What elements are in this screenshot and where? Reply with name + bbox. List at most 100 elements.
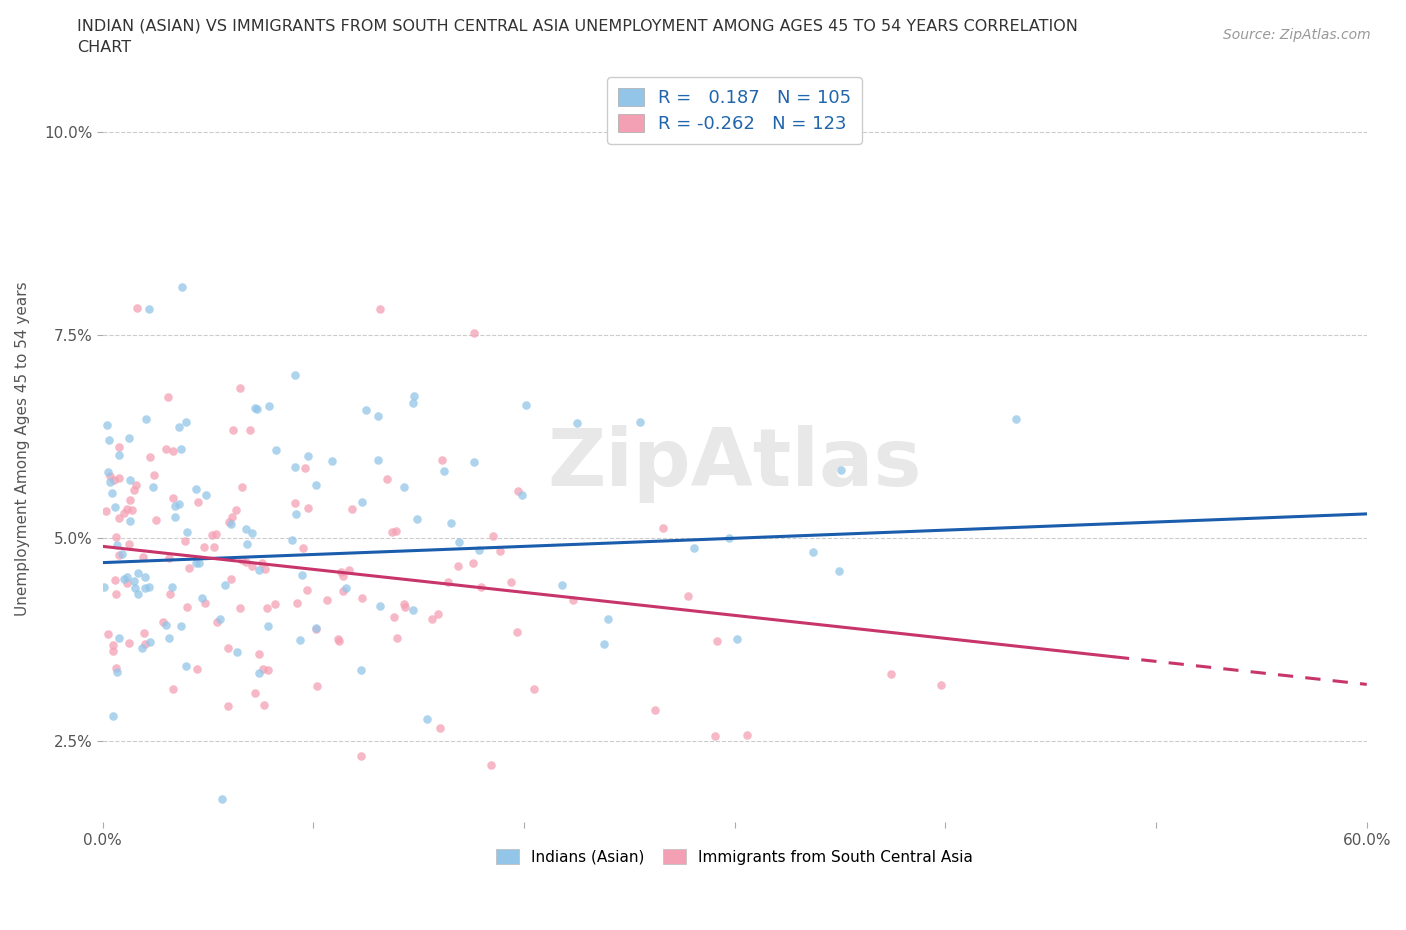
Point [285,506,308,521]
Point [121,502,143,517]
Point [510,487,533,502]
Point [593,636,616,651]
Point [827,564,849,578]
Point [247,646,270,661]
Point [202,539,225,554]
Point [682,540,704,555]
Point [97,464,120,479]
Point [406,512,429,526]
Point [157,631,180,645]
Point [235,522,257,537]
Point [254,562,277,577]
Point [415,711,437,726]
Point [706,633,728,648]
Point [470,579,492,594]
Point [332,584,354,599]
Point [433,463,456,478]
Point [98,475,121,490]
Point [142,480,165,495]
Point [931,678,953,693]
Point [120,514,142,529]
Point [105,664,128,679]
Point [155,618,177,632]
Point [256,662,278,677]
Point [249,562,271,577]
Point [506,484,529,498]
Point [134,626,156,641]
Point [243,400,266,415]
Point [98,432,121,447]
Point [157,551,180,565]
Point [489,543,512,558]
Point [830,462,852,477]
Point [131,641,153,656]
Point [135,412,157,427]
Point [115,575,138,590]
Point [125,300,148,315]
Point [297,448,319,463]
Point [1004,412,1026,427]
Point [209,612,232,627]
Point [354,403,377,418]
Point [676,589,699,604]
Point [468,543,491,558]
Point [315,592,337,607]
Point [221,571,243,586]
Point [103,472,125,487]
Point [187,495,209,510]
Point [368,301,391,316]
Point [152,615,174,630]
Point [193,539,215,554]
Point [288,633,311,648]
Point [138,635,160,650]
Text: Source: ZipAtlas.com: Source: ZipAtlas.com [1223,28,1371,42]
Point [132,550,155,565]
Point [103,644,125,658]
Point [222,422,245,437]
Point [335,581,357,596]
Point [98,469,121,484]
Text: INDIAN (ASIAN) VS IMMIGRANTS FROM SOUTH CENTRAL ASIA UNEMPLOYMENT AMONG AGES 45 : INDIAN (ASIAN) VS IMMIGRANTS FROM SOUTH … [77,19,1078,33]
Point [104,573,127,588]
Point [108,548,131,563]
Point [104,500,127,515]
Point [162,682,184,697]
Point [246,402,269,417]
Point [226,644,249,659]
Point [124,574,146,589]
Point [186,481,208,496]
Point [174,658,197,673]
Point [367,409,389,424]
Point [157,390,180,405]
Point [118,492,141,507]
Point [481,528,503,543]
Point [167,420,190,435]
Point [737,728,759,743]
Point [381,525,404,539]
Point [235,554,257,569]
Point [392,480,415,495]
Point [231,552,253,567]
Point [291,568,314,583]
Point [138,301,160,316]
Point [281,533,304,548]
Point [725,632,748,647]
Point [402,395,425,410]
Point [118,635,141,650]
Point [447,559,470,574]
Point [561,593,583,608]
Point [256,618,278,633]
Point [305,621,328,636]
Point [447,535,470,550]
Point [463,326,485,340]
Point [211,792,233,807]
Point [165,498,187,513]
Point [97,626,120,641]
Point [108,471,131,485]
Point [138,579,160,594]
Point [162,444,184,458]
Point [93,580,115,595]
Point [385,524,408,538]
Point [127,566,149,581]
Point [239,422,262,437]
